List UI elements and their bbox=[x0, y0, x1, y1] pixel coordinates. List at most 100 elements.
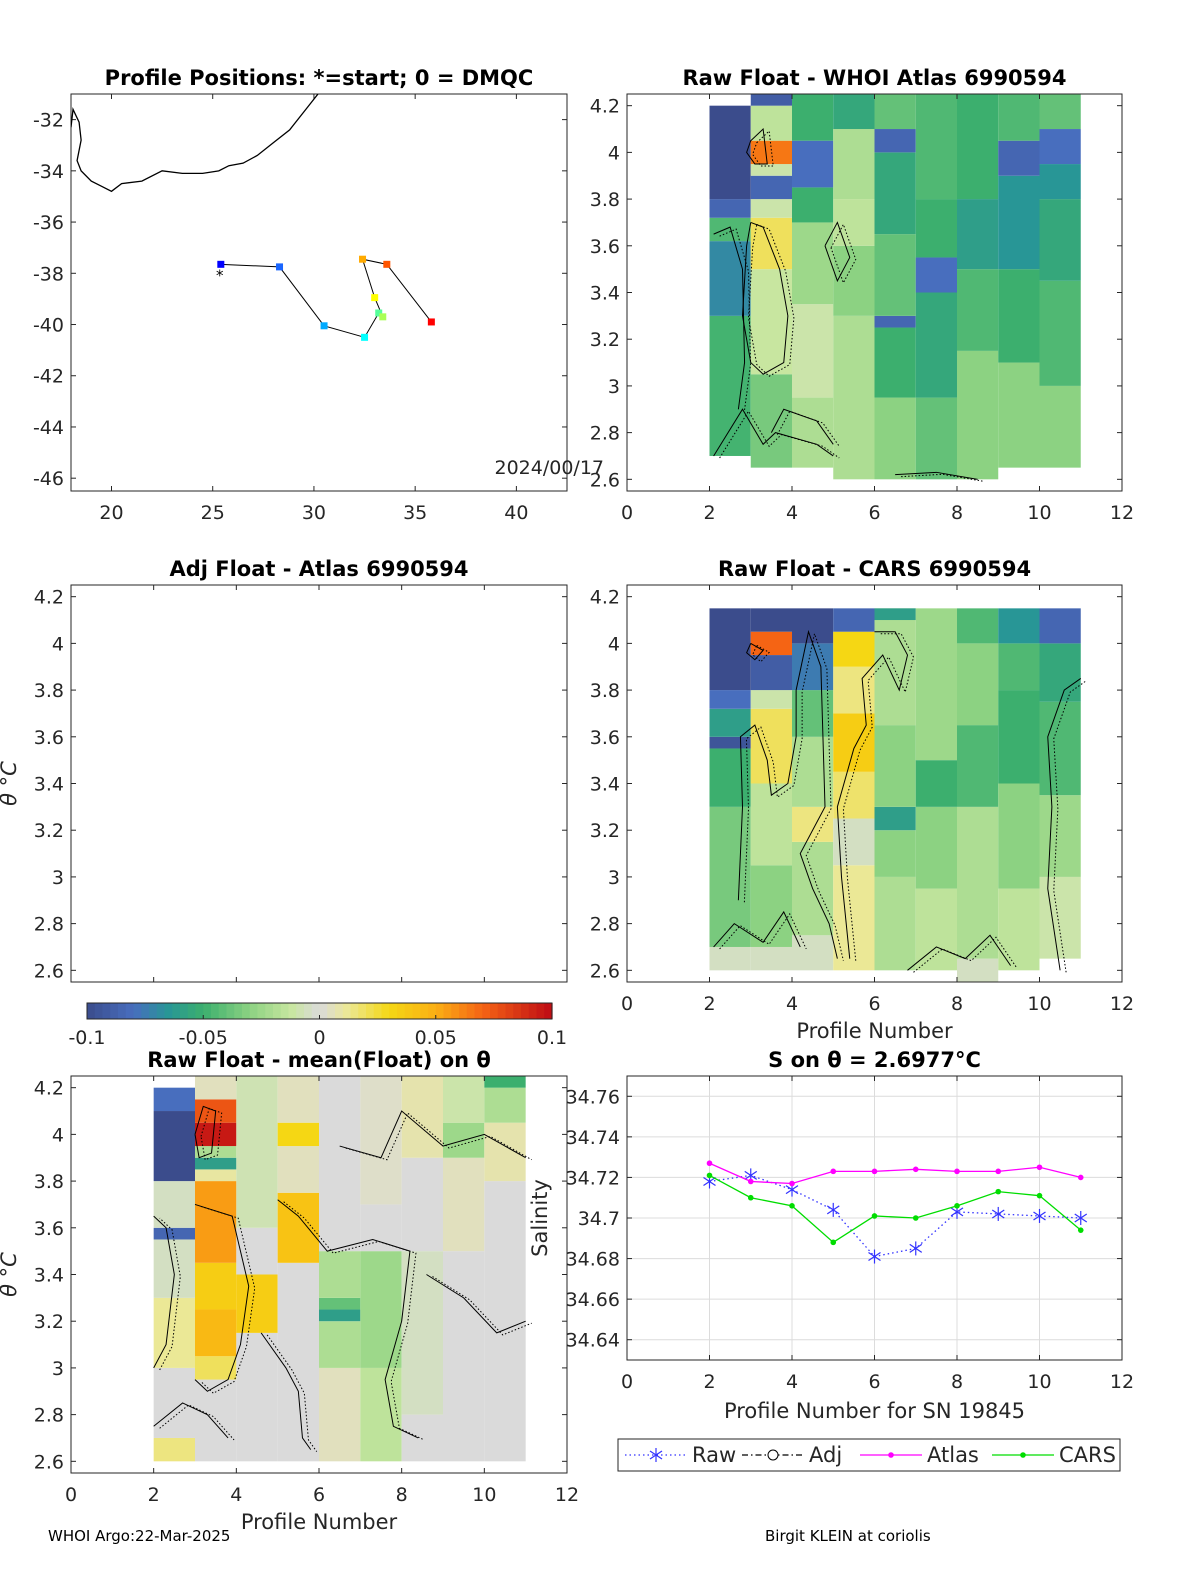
heatmap-cell bbox=[236, 1332, 278, 1462]
y-tick-label: 2.6 bbox=[590, 960, 620, 982]
x-tick-label: 6 bbox=[868, 502, 880, 524]
y-tick-label: 3.6 bbox=[590, 236, 620, 258]
colorbar-segment bbox=[451, 1003, 460, 1019]
y-tick-label: 2.6 bbox=[34, 960, 64, 982]
contour-line bbox=[746, 127, 768, 165]
salinity-panel: S on θ = 2.6977°C 0 2 4 6 8 10 12 34.64 34.66 34.6… bbox=[528, 1048, 1134, 1423]
legend-marker bbox=[1020, 1452, 1026, 1458]
y-tick-label: 34.76 bbox=[566, 1086, 620, 1108]
y-tick-label: 3.8 bbox=[34, 680, 64, 702]
colorbar-segment bbox=[87, 1003, 96, 1019]
y-tick-label: -36 bbox=[33, 212, 64, 234]
heatmap-cell bbox=[195, 1262, 237, 1310]
x-tick-label: 2 bbox=[703, 993, 715, 1015]
heatmap-cell bbox=[277, 1146, 319, 1193]
heatmap-cell bbox=[709, 736, 751, 749]
colorbar-segment bbox=[319, 1003, 328, 1019]
y-tick-label: -38 bbox=[33, 263, 64, 285]
heatmap-cell bbox=[957, 958, 999, 982]
colorbar-segment bbox=[397, 1003, 406, 1019]
data-point-atlas bbox=[1036, 1164, 1043, 1171]
heatmap-cell bbox=[915, 199, 957, 258]
data-point-cars bbox=[706, 1172, 713, 1179]
heatmap-cell bbox=[998, 888, 1040, 971]
contour-line bbox=[746, 642, 764, 661]
y-tick-label: 3.6 bbox=[34, 727, 64, 749]
legend-marker bbox=[649, 1450, 663, 1460]
colorbar-segment bbox=[242, 1003, 251, 1019]
colorbar-segment bbox=[482, 1003, 491, 1019]
colorbar-segment bbox=[203, 1003, 212, 1019]
colorbar-segment bbox=[350, 1003, 359, 1019]
heatmap-cell bbox=[998, 269, 1040, 363]
heatmap-cell bbox=[792, 643, 834, 691]
heatmap-cell bbox=[957, 608, 999, 644]
heatmap-cell bbox=[750, 164, 792, 176]
coastline bbox=[71, 94, 319, 193]
colorbar-segment bbox=[133, 1003, 142, 1019]
heatmap-cell bbox=[153, 1087, 195, 1112]
heatmap-cell bbox=[998, 783, 1040, 889]
colorbar-tick-label: -0.1 bbox=[68, 1027, 105, 1049]
y-tick-label: 3.6 bbox=[590, 727, 620, 749]
y-tick-label: 4 bbox=[52, 633, 64, 655]
heatmap-cell bbox=[195, 1169, 237, 1182]
heatmap-cell bbox=[750, 708, 792, 784]
data-point-cars bbox=[954, 1203, 960, 1209]
heatmap-cell bbox=[709, 217, 751, 242]
heatmap-cell bbox=[277, 1076, 319, 1123]
heatmap-cell bbox=[750, 655, 792, 691]
contour-line bbox=[153, 1402, 229, 1439]
data-point-raw bbox=[991, 1206, 1005, 1221]
heatmap-cell bbox=[792, 140, 834, 188]
x-tick-label: 12 bbox=[1110, 1371, 1134, 1393]
heatmap-cell bbox=[750, 175, 792, 200]
x-tick-label: 8 bbox=[951, 502, 963, 524]
colorbar-segment bbox=[536, 1003, 545, 1019]
legend-label-raw: Raw bbox=[692, 1443, 736, 1467]
legend-label-atlas: Atlas bbox=[927, 1443, 979, 1467]
heatmap-cell bbox=[750, 269, 792, 375]
colorbar-segment bbox=[94, 1003, 104, 1019]
data-point-atlas bbox=[747, 1178, 754, 1185]
heatmap-cell bbox=[957, 725, 999, 807]
heatmap-cell bbox=[750, 783, 792, 866]
heatmap-cell bbox=[153, 1437, 195, 1462]
heatmap-cell bbox=[998, 608, 1040, 644]
panel-title: Raw Float - mean(Float) on θ bbox=[147, 1048, 491, 1072]
heatmap-cell bbox=[195, 1146, 237, 1158]
x-tick-label: 12 bbox=[1110, 993, 1134, 1015]
heatmap-cell bbox=[153, 1239, 195, 1298]
whoi-panel: Raw Float - WHOI Atlas 6990594 0 2 4 6 8 10 12 2… bbox=[590, 66, 1134, 524]
heatmap-cell bbox=[319, 1251, 361, 1298]
heatmap-cell bbox=[998, 643, 1040, 691]
data-point-cars bbox=[789, 1203, 795, 1209]
data-point-cars bbox=[912, 1215, 919, 1221]
y-tick-label: 34.64 bbox=[566, 1330, 620, 1352]
contour-line-dotted bbox=[200, 1205, 256, 1394]
heatmap-cell bbox=[319, 1367, 361, 1462]
heatmap-cell bbox=[998, 94, 1040, 141]
legend-marker bbox=[888, 1452, 894, 1458]
colorbar-segment bbox=[505, 1003, 514, 1019]
heatmap-cell bbox=[750, 690, 792, 709]
colorbar-segment bbox=[521, 1003, 530, 1019]
y-tick-label: 4 bbox=[608, 633, 620, 655]
heatmap-cell bbox=[833, 199, 875, 246]
y-axis-label: θ °C bbox=[0, 761, 21, 806]
data-point-cars bbox=[830, 1239, 837, 1246]
y-tick-label: 3.4 bbox=[34, 1265, 64, 1287]
x-tick-label: 4 bbox=[786, 502, 798, 524]
heatmap-cell bbox=[915, 608, 957, 761]
contour-line-dotted bbox=[913, 936, 1018, 973]
data-point-atlas bbox=[830, 1168, 837, 1175]
heatmap-cell bbox=[750, 865, 792, 947]
profile-position-point bbox=[359, 255, 367, 263]
colorbar-segment bbox=[412, 1003, 421, 1019]
y-tick-label: 3.2 bbox=[590, 329, 620, 351]
profile-position-point bbox=[320, 322, 328, 330]
x-tick-label: 2 bbox=[703, 1371, 715, 1393]
x-tick-label: 10 bbox=[1027, 502, 1051, 524]
colorbar-segment bbox=[180, 1003, 189, 1019]
heatmap-cell bbox=[195, 1157, 237, 1170]
